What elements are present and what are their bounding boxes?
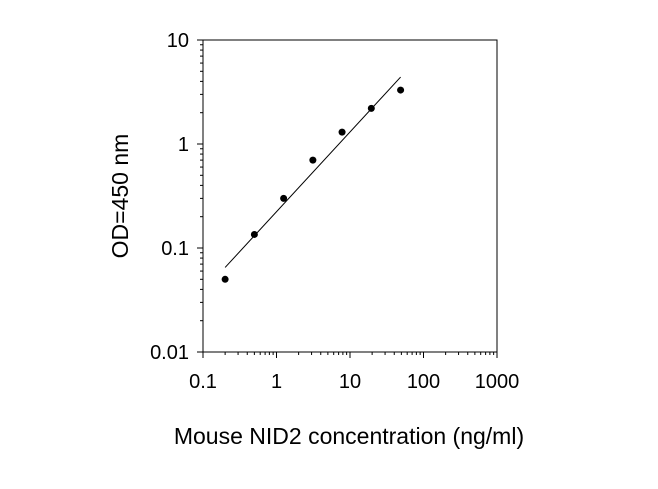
x-tick-label: 100 <box>407 371 440 393</box>
x-tick-label: 10 <box>339 371 361 393</box>
data-point <box>221 275 229 283</box>
y-tick-label: 0.01 <box>150 342 189 364</box>
y-axis-title: OD=450 nm <box>107 134 133 259</box>
fit-line <box>224 76 401 268</box>
x-axis-title: Mouse NID2 concentration (ng/ml) <box>174 423 524 449</box>
data-point <box>250 230 258 238</box>
plot-frame <box>202 39 498 353</box>
data-point <box>338 128 346 136</box>
x-tick-label: 1 <box>271 371 282 393</box>
data-point <box>309 156 317 164</box>
y-tick-label: 10 <box>167 30 189 52</box>
y-tick-label: 0.1 <box>161 238 189 260</box>
x-tick-label: 0.1 <box>189 371 217 393</box>
x-tick-label: 1000 <box>475 371 520 393</box>
y-tick-label: 1 <box>178 134 189 156</box>
data-point <box>397 86 405 94</box>
data-point <box>280 194 288 202</box>
